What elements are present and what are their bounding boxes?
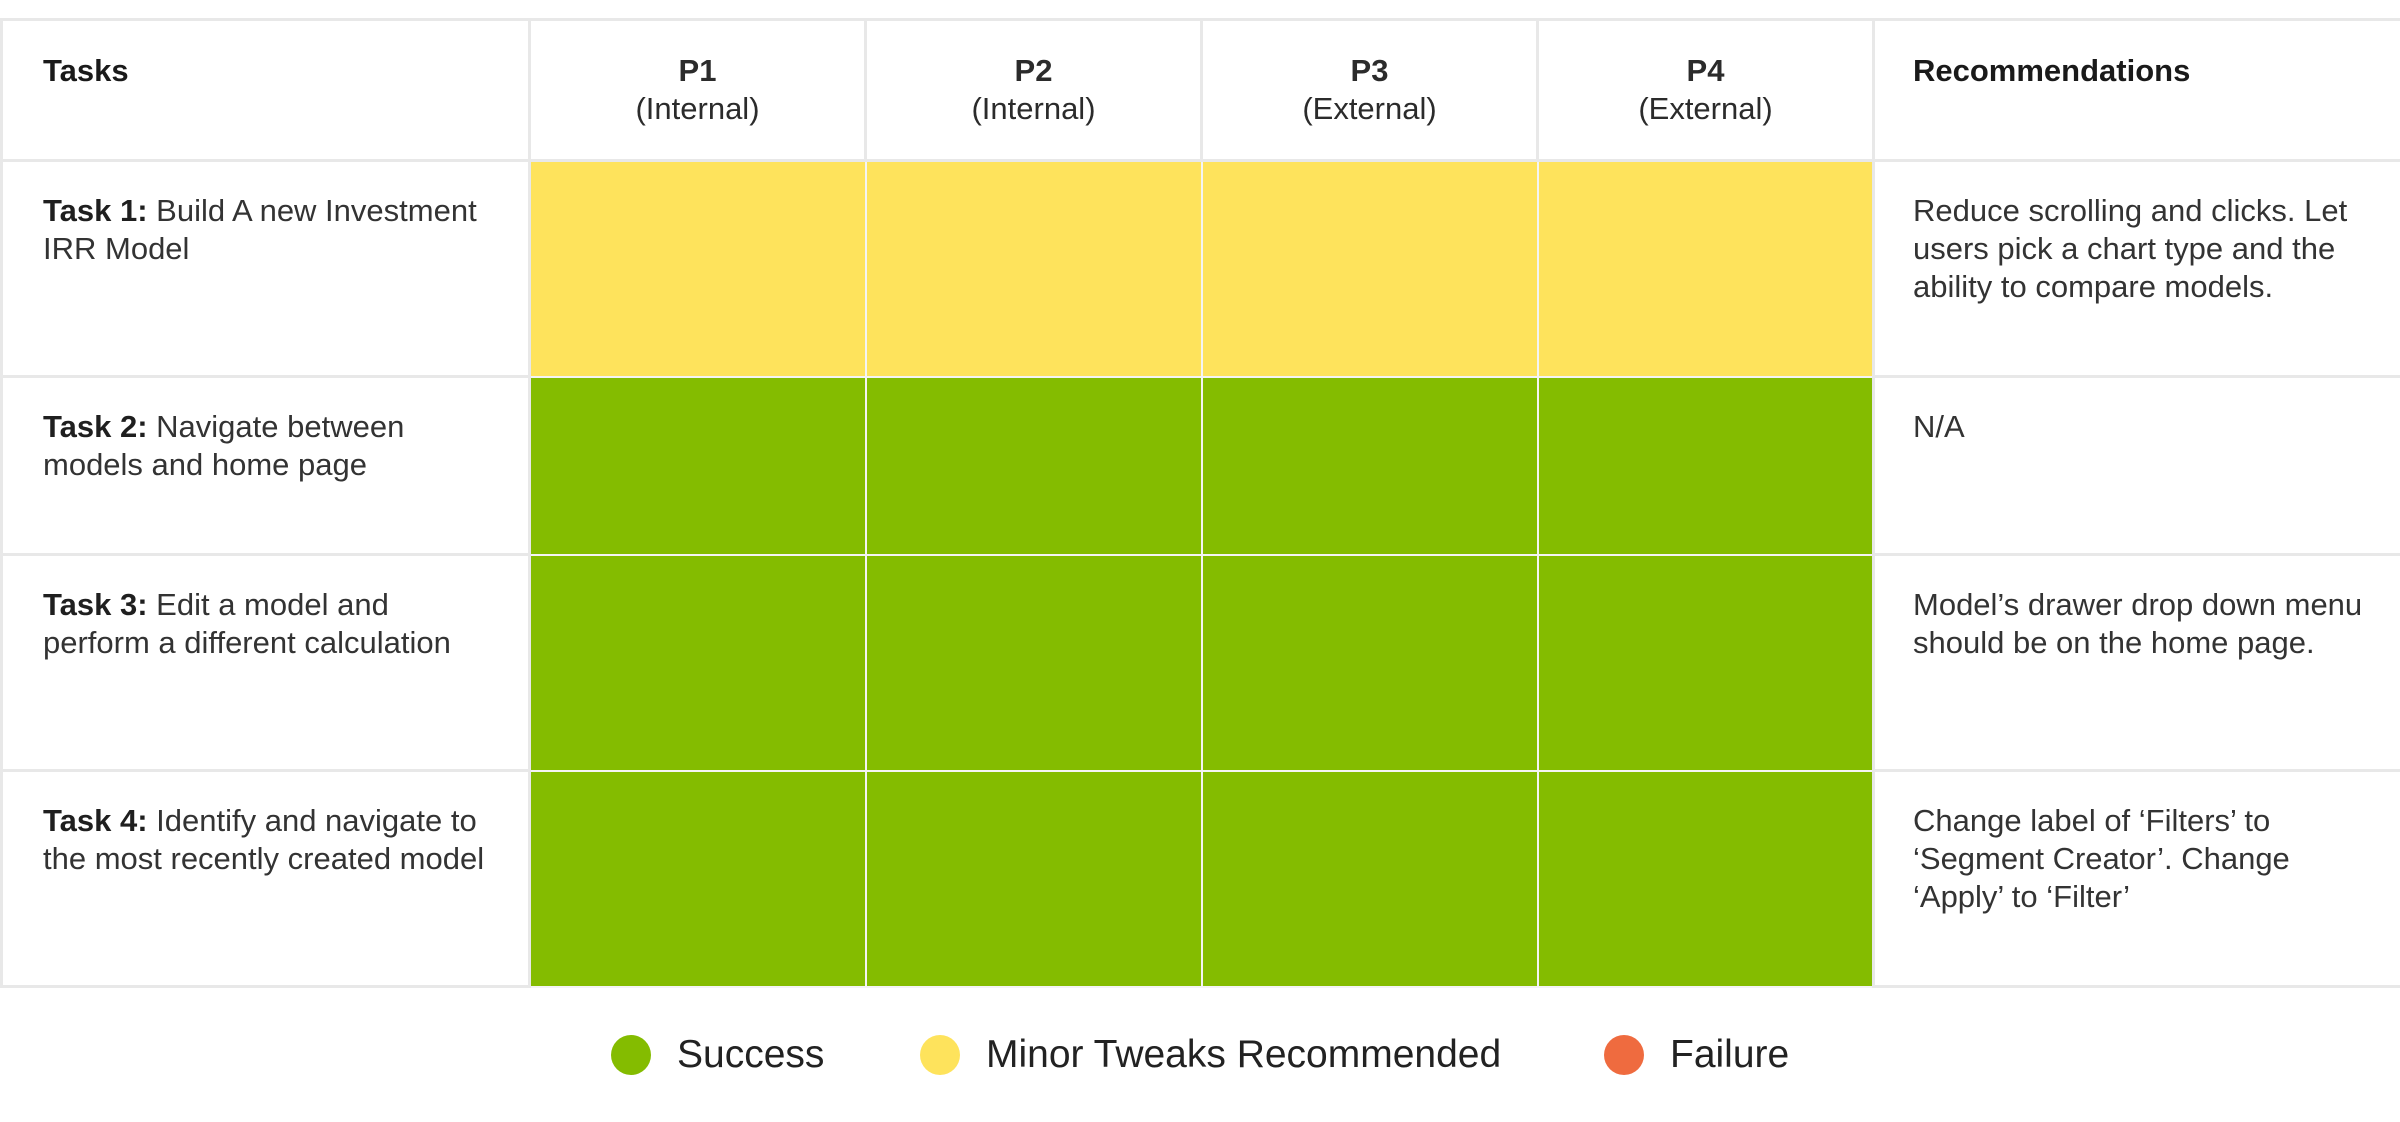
status-cell [528, 769, 867, 988]
participant-id: P2 [1014, 53, 1053, 88]
participant-id: P4 [1686, 53, 1725, 88]
task-row: Task 3: Edit a model and perform a diffe… [0, 553, 2400, 772]
status-cell [1536, 375, 1875, 556]
status-cell [1200, 159, 1539, 378]
participant-id: P1 [678, 53, 717, 88]
legend: Success Minor Tweaks Recommended Failure [0, 1025, 2400, 1085]
status-cell [864, 553, 1203, 772]
status-cell [1536, 769, 1875, 988]
status-cell [864, 769, 1203, 988]
recommendation-text: N/A [1872, 375, 2400, 556]
participant-type: (External) [1302, 91, 1437, 126]
status-cell [528, 375, 867, 556]
usability-results-table: Tasks P1 (Internal) P2 (Internal) P3 (Ex… [0, 18, 2400, 988]
status-cell [864, 159, 1203, 378]
status-cell [864, 375, 1203, 556]
task-row: Task 1: Build A new Investment IRR Model… [0, 159, 2400, 378]
legend-label: Failure [1670, 1033, 1790, 1076]
legend-label: Minor Tweaks Recommended [986, 1033, 1502, 1076]
legend-item-success: Success [611, 1025, 824, 1085]
status-cell [1200, 553, 1539, 772]
legend-label: Success [677, 1033, 825, 1076]
task-text: Edit a model and perform a different cal… [43, 587, 451, 660]
task-row: Task 2: Navigate between models and home… [0, 375, 2400, 556]
minor-tweaks-dot-icon [920, 1035, 960, 1075]
status-cell [1200, 769, 1539, 988]
participant-type: (External) [1638, 91, 1773, 126]
task-description: Task 3: Edit a model and perform a diffe… [0, 553, 531, 772]
task-description: Task 2: Navigate between models and home… [0, 375, 531, 556]
task-row: Task 4: Identify and navigate to the mos… [0, 769, 2400, 988]
legend-item-minor-tweaks: Minor Tweaks Recommended [920, 1025, 1501, 1085]
status-cell [1536, 553, 1875, 772]
participant-type: (Internal) [971, 91, 1096, 126]
task-text: Navigate between models and home page [43, 409, 405, 482]
task-label: Task 4: [43, 803, 148, 838]
status-cell [1200, 375, 1539, 556]
participant-header-p1: P1 (Internal) [528, 18, 867, 162]
legend-item-failure: Failure [1604, 1025, 1789, 1085]
task-description: Task 1: Build A new Investment IRR Model [0, 159, 531, 378]
success-dot-icon [611, 1035, 651, 1075]
participant-header-p3: P3 (External) [1200, 18, 1539, 162]
task-label: Task 1: [43, 193, 148, 228]
status-cell [528, 159, 867, 378]
tasks-header: Tasks [0, 18, 531, 162]
status-cell [1536, 159, 1875, 378]
participant-header-p4: P4 (External) [1536, 18, 1875, 162]
participant-type: (Internal) [635, 91, 760, 126]
recommendations-header: Recommendations [1872, 18, 2400, 162]
recommendation-text: Change label of ‘Filters’ to ‘Segment Cr… [1872, 769, 2400, 988]
recommendation-text: Model’s drawer drop down menu should be … [1872, 553, 2400, 772]
task-text: Build A new Investment IRR Model [43, 193, 477, 266]
header-row: Tasks P1 (Internal) P2 (Internal) P3 (Ex… [0, 18, 2400, 162]
task-description: Task 4: Identify and navigate to the mos… [0, 769, 531, 988]
failure-dot-icon [1604, 1035, 1644, 1075]
participant-header-p2: P2 (Internal) [864, 18, 1203, 162]
task-label: Task 2: [43, 409, 148, 444]
status-cell [528, 553, 867, 772]
recommendation-text: Reduce scrolling and clicks. Let users p… [1872, 159, 2400, 378]
task-text: Identify and navigate to the most recent… [43, 803, 485, 876]
participant-id: P3 [1350, 53, 1389, 88]
task-label: Task 3: [43, 587, 148, 622]
